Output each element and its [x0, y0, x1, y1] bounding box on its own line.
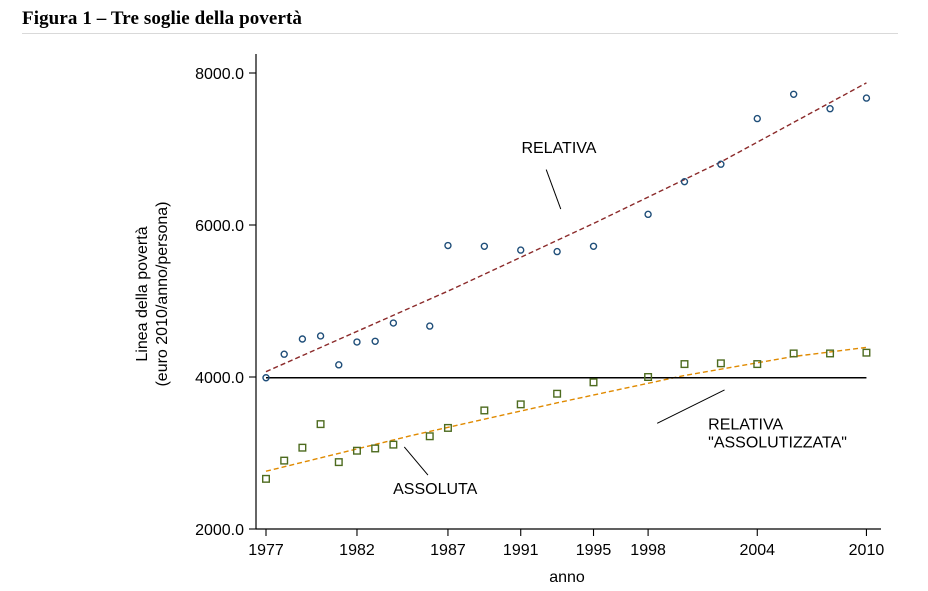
x-tick-label: 1991	[503, 542, 539, 559]
relativa-point	[389, 319, 398, 327]
assoluta-point	[644, 373, 653, 382]
x-tick-label: 2010	[849, 542, 885, 559]
x-tick-label: 1987	[430, 542, 466, 559]
relativa-label: RELATIVA	[521, 140, 596, 157]
x-tick-label: 2004	[739, 542, 775, 559]
annotation-pointer	[403, 446, 429, 476]
relativa-point	[826, 105, 834, 113]
assoluta-point	[789, 349, 798, 358]
relativa-point	[753, 114, 761, 123]
y-tick-label: 4000.0	[195, 370, 244, 387]
relativa-point	[335, 361, 343, 369]
relativa-point	[553, 247, 561, 256]
axes: 1977 1982 1987 1991 1995 1998 2004 2010 2000.0 40…	[195, 54, 884, 559]
assoluta-point	[480, 406, 489, 415]
series-lines	[265, 82, 867, 472]
annotation-pointer	[545, 169, 562, 210]
assoluta-point	[334, 458, 343, 467]
relativa-point	[353, 338, 361, 346]
assoluta-point	[862, 348, 871, 357]
assoluta-point	[298, 443, 307, 452]
assoluta-point	[443, 423, 452, 432]
assoluta-point	[316, 420, 325, 429]
relativa-point	[644, 210, 652, 219]
x-axis-label: anno	[549, 569, 585, 586]
x-tick-label: 1982	[339, 542, 375, 559]
relativa-point	[262, 374, 270, 382]
assoluta-point	[553, 389, 562, 398]
assoluta-point	[753, 360, 762, 369]
assoluta-point	[389, 440, 398, 449]
relativa-point	[371, 337, 379, 345]
relativa-point	[480, 242, 489, 250]
assoluta-point	[352, 446, 361, 455]
relativa-point	[316, 332, 325, 340]
annotation-pointer	[656, 389, 725, 424]
series-markers	[262, 90, 871, 483]
relativa-point	[717, 160, 725, 168]
relativa-point	[426, 322, 434, 330]
relativa-point	[517, 246, 525, 254]
assoluta-point	[680, 360, 689, 369]
assoluta-label: ASSOLUTA	[393, 481, 478, 498]
x-tick-label: 1998	[630, 542, 666, 559]
assoluta-point	[589, 378, 598, 387]
y-axis-label-line1: Linea della povertà	[134, 226, 151, 361]
assoluta-point	[425, 432, 434, 441]
relativa-point	[444, 241, 452, 250]
relativa-point	[789, 90, 798, 98]
relativa-assolutizzata-label-line2: "ASSOLUTIZZATA"	[708, 434, 847, 451]
relativa-point	[298, 335, 307, 343]
x-tick-label: 1995	[576, 542, 612, 559]
relativa-assolutizzata-label: RELATIVA	[708, 416, 783, 433]
assoluta-point	[826, 349, 835, 358]
assoluta-point	[262, 474, 271, 483]
title-divider	[22, 33, 898, 34]
assoluta-point	[716, 359, 725, 368]
assoluta-point	[280, 456, 289, 465]
y-tick-label: 6000.0	[195, 218, 244, 235]
relativa-point	[589, 242, 598, 250]
y-tick-label: 2000.0	[195, 522, 244, 539]
y-axis-label-line2: (euro 2010/anno/persona)	[154, 201, 171, 386]
x-tick-label: 1977	[248, 542, 284, 559]
relativa-point	[680, 177, 689, 186]
trend-line	[265, 346, 867, 472]
assoluta-point	[516, 400, 525, 409]
trend-line	[265, 82, 867, 373]
relativa-point	[280, 350, 288, 358]
figure-title: Figura 1 – Tre soglie della povertà	[22, 8, 303, 29]
assoluta-point	[371, 444, 380, 453]
relativa-point	[862, 94, 871, 102]
y-tick-label: 8000.0	[195, 66, 244, 83]
